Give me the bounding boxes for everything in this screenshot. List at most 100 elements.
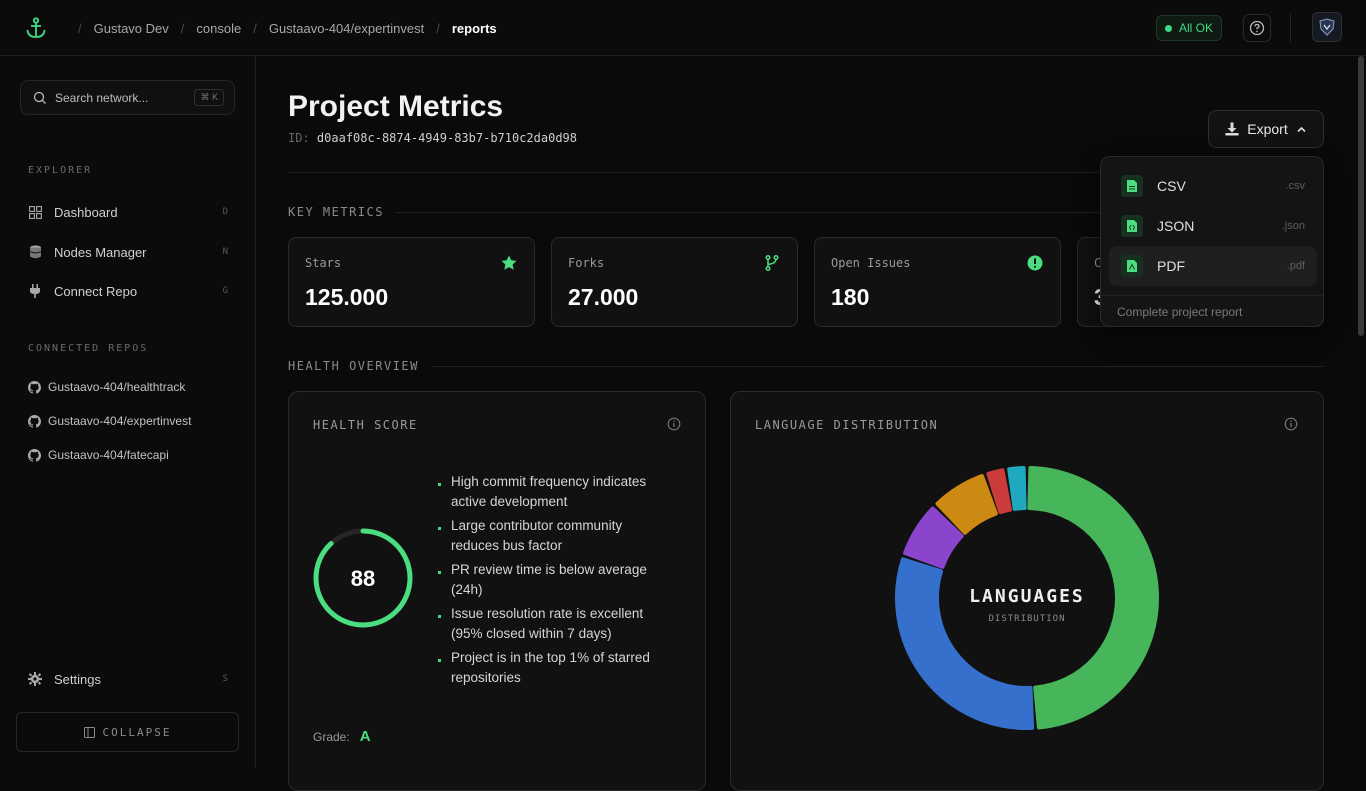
metric-card-forks: Forks 27.000	[551, 237, 798, 327]
info-icon[interactable]	[1284, 417, 1298, 431]
donut-slice-4[interactable]	[986, 468, 1013, 515]
sidebar-item-dashboard[interactable]: Dashboard D	[28, 200, 228, 224]
export-label: Export	[1247, 121, 1288, 137]
hotkey-hint: G	[222, 286, 228, 296]
list-item: Large contributor community reduces bus …	[437, 516, 667, 556]
chevron-up-icon	[1297, 126, 1306, 132]
metric-label: Forks	[568, 256, 605, 270]
export-option-json[interactable]: JSON .json	[1109, 206, 1317, 246]
donut-center-subtitle: DISTRIBUTION	[988, 614, 1065, 624]
breadcrumb-item-repo[interactable]: Gustaavo-404/expertinvest	[268, 20, 425, 36]
status-badge[interactable]: All OK	[1156, 15, 1222, 41]
metric-card-open-issues: Open Issues 180	[814, 237, 1061, 327]
project-id-value: d0aaf08c-8874-4949-83b7-b710c2da0d98	[316, 131, 578, 145]
grade-label: Grade:	[313, 729, 350, 744]
list-item: High commit frequency indicates active d…	[437, 472, 667, 512]
top-bar: / Gustavo Dev / console / Gustaavo-404/e…	[0, 0, 1366, 56]
header-divider	[288, 172, 1324, 173]
export-option-ext: .csv	[1285, 180, 1305, 192]
health-notes-list: High commit frequency indicates active d…	[437, 472, 667, 692]
question-icon	[1249, 20, 1265, 36]
sidebar-item-label: Dashboard	[54, 204, 118, 220]
donut-slice-0[interactable]	[1027, 466, 1159, 730]
donut-slice-2[interactable]	[903, 506, 964, 569]
sidebar-item-label: Nodes Manager	[54, 244, 147, 260]
sidebar-item-nodes-manager[interactable]: Nodes Manager N	[28, 240, 228, 264]
gear-icon	[28, 672, 42, 686]
list-item: Project is in the top 1% of starred repo…	[437, 648, 667, 688]
github-icon	[28, 414, 41, 428]
file-pdf-icon	[1121, 255, 1143, 277]
list-item: PR review time is below average (24h)	[437, 560, 667, 600]
list-item: Issue resolution rate is excellent (95% …	[437, 604, 667, 644]
connected-repos-label: CONNECTED REPOS	[28, 343, 149, 354]
panel-title: LANGUAGE DISTRIBUTION	[755, 418, 939, 432]
donut-slice-1[interactable]	[895, 557, 1035, 730]
database-icon	[28, 245, 42, 259]
export-dropdown-menu: CSV .csv JSON .json PDF .pdf Complete pr…	[1100, 156, 1324, 327]
language-distribution-panel: LANGUAGE DISTRIBUTION LANGUAGES DISTRIBU…	[730, 391, 1324, 791]
hotkey-hint: D	[222, 207, 228, 217]
project-id-label: ID:	[288, 131, 310, 145]
page-title: Project Metrics	[288, 90, 504, 123]
metric-label: Open Issues	[831, 256, 911, 270]
hotkey-hint: N	[222, 247, 228, 257]
metric-label: Stars	[305, 256, 342, 270]
info-icon[interactable]	[667, 417, 681, 431]
breadcrumb: / Gustavo Dev / console / Gustaavo-404/e…	[78, 20, 497, 36]
grade-value: A	[359, 728, 371, 745]
repo-item-expertinvest[interactable]: Gustaavo-404/expertinvest	[28, 411, 191, 431]
sidebar-item-label: Settings	[54, 671, 101, 687]
health-score-panel: HEALTH SCORE 88 High commit frequency in…	[288, 391, 706, 791]
collapse-button[interactable]: COLLAPSE	[16, 712, 239, 752]
status-label: All OK	[1178, 21, 1213, 35]
plug-icon	[28, 284, 42, 298]
anchor-logo-icon[interactable]	[24, 16, 48, 40]
export-option-pdf[interactable]: PDF .pdf	[1109, 246, 1317, 286]
donut-slice-3[interactable]	[935, 474, 998, 535]
breadcrumb-item-org[interactable]: Gustavo Dev	[93, 20, 169, 36]
donut-center-title: LANGUAGES	[969, 586, 1085, 607]
section-divider	[395, 211, 1324, 213]
export-option-label: JSON	[1157, 218, 1195, 234]
fork-icon	[765, 254, 779, 272]
export-button[interactable]: Export	[1208, 110, 1324, 148]
search-icon	[33, 91, 46, 104]
metric-value: 180	[831, 284, 870, 310]
metric-value: 27.000	[568, 284, 639, 310]
breadcrumb-item-current: reports	[451, 20, 497, 36]
export-option-csv[interactable]: CSV .csv	[1109, 166, 1317, 206]
hotkey-hint: S	[222, 674, 228, 684]
sidebar-item-settings[interactable]: Settings S	[28, 667, 228, 691]
export-option-label: PDF	[1157, 258, 1185, 274]
github-icon	[28, 448, 41, 462]
section-label-text: KEY METRICS	[288, 205, 384, 219]
scrollbar[interactable]	[1358, 56, 1364, 336]
health-score-gauge: 88	[313, 528, 413, 628]
breadcrumb-item-console[interactable]: console	[196, 20, 242, 36]
help-button[interactable]	[1243, 14, 1271, 42]
metric-card-stars: Stars 125.000	[288, 237, 535, 327]
search-input[interactable]: Search network... ⌘ K	[20, 80, 235, 115]
github-icon	[28, 380, 41, 394]
search-shortcut-badge: ⌘ K	[194, 89, 224, 106]
explorer-section-label: EXPLORER	[28, 165, 93, 176]
key-metrics-section-label: KEY METRICS	[288, 205, 1324, 219]
search-placeholder: Search network...	[55, 90, 149, 105]
export-option-ext: .pdf	[1286, 260, 1305, 272]
download-icon	[1225, 122, 1239, 136]
repo-item-label: Gustaavo-404/expertinvest	[48, 414, 192, 428]
avatar[interactable]	[1312, 12, 1342, 42]
sidebar-item-connect-repo[interactable]: Connect Repo G	[28, 279, 228, 303]
repo-item-label: Gustaavo-404/fatecapi	[48, 448, 169, 462]
metric-value: 125.000	[305, 284, 389, 310]
health-score-value: 88	[351, 566, 375, 591]
alert-icon	[1027, 255, 1043, 271]
sidebar-panel-icon	[83, 726, 95, 738]
donut-slice-5[interactable]	[1007, 466, 1027, 511]
export-menu-footer: Complete project report	[1101, 295, 1323, 327]
repo-item-label: Gustaavo-404/healthtrack	[48, 380, 186, 394]
repo-item-fatecapi[interactable]: Gustaavo-404/fatecapi	[28, 445, 169, 465]
repo-item-healthtrack[interactable]: Gustaavo-404/healthtrack	[28, 377, 185, 397]
grade-row: Grade: A	[313, 728, 371, 745]
